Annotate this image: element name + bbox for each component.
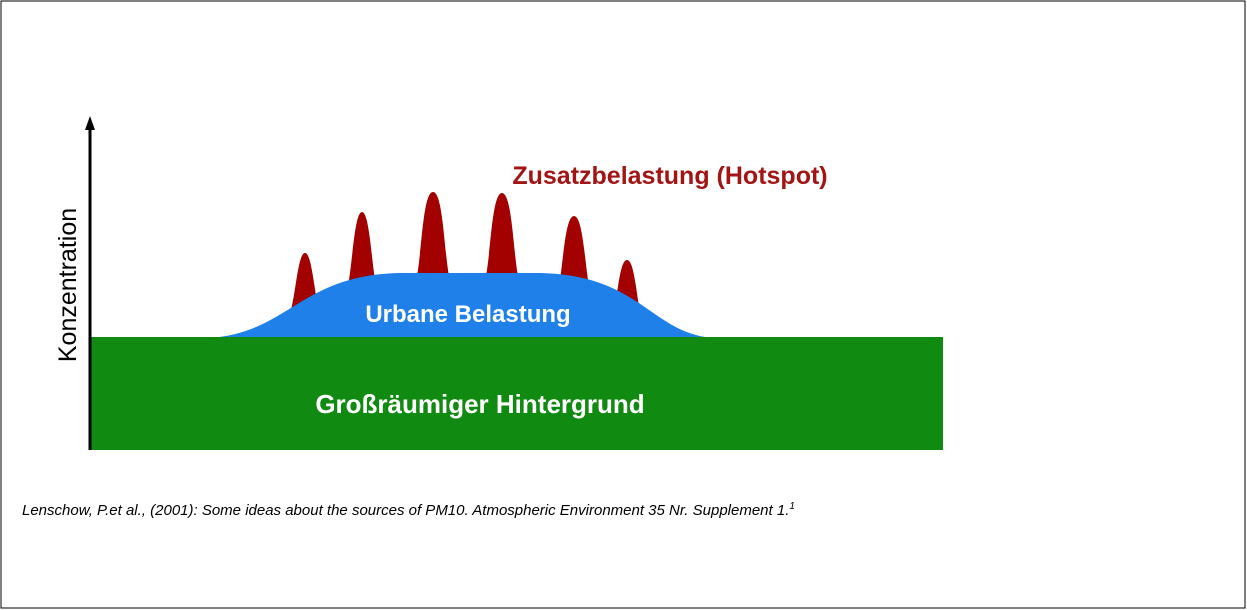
axis-arrow	[85, 116, 95, 130]
background-layer	[90, 337, 943, 450]
background-label: Großräumiger Hintergrund	[315, 389, 644, 419]
urban-label: Urbane Belastung	[365, 301, 570, 328]
axis-label: Konzentration	[54, 208, 82, 362]
citation: Lenschow, P.et al., (2001): Some ideas a…	[22, 501, 795, 519]
footnote-mark: 1	[789, 501, 795, 512]
peak	[480, 193, 524, 290]
hotspot-label: Zusatzbelastung (Hotspot)	[512, 162, 827, 190]
urban-layer	[210, 273, 712, 338]
peak	[411, 192, 455, 290]
citation-text: Lenschow, P.et al., (2001): Some ideas a…	[22, 502, 789, 519]
